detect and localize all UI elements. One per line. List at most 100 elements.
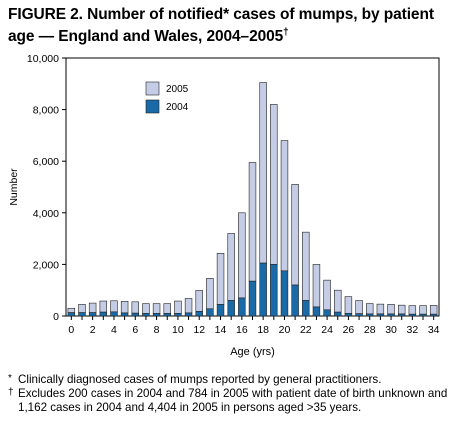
bar-2004	[238, 297, 246, 317]
bar-2004	[88, 312, 97, 317]
bar-2004	[131, 312, 139, 317]
bar-2005	[99, 300, 108, 313]
bar-2005	[366, 303, 374, 315]
bar-2004	[355, 313, 363, 317]
bar-2005	[174, 300, 182, 314]
bar-2004	[99, 311, 108, 317]
bar-2005	[206, 278, 214, 310]
bar-2004	[291, 284, 299, 317]
bar-2005	[120, 300, 129, 314]
bar-2005	[419, 305, 427, 315]
bar-2004	[323, 309, 331, 317]
bar-2004	[227, 300, 235, 317]
bar-2004	[334, 311, 342, 317]
x-tick-label: 10	[172, 324, 184, 336]
bar-2005	[376, 303, 385, 315]
bar-2004	[78, 312, 86, 317]
bar-2004	[376, 313, 385, 317]
bar-2004	[259, 262, 267, 317]
bar-2005	[88, 302, 97, 313]
y-tick-label: 4,000	[33, 208, 59, 220]
x-tick-label: 18	[257, 324, 269, 336]
bar-2004	[344, 313, 353, 317]
bar-2005	[163, 303, 171, 314]
x-tick-label: 26	[343, 324, 355, 336]
bar-2005	[344, 296, 353, 314]
bar-2004	[184, 312, 193, 317]
x-tick-label: 28	[364, 324, 376, 336]
footnote-2: † Excludes 200 cases in 2004 and 784 in …	[8, 387, 448, 415]
bar-2005	[291, 184, 299, 286]
y-tick-label: 10,000	[27, 53, 59, 65]
bar-2004	[387, 313, 395, 317]
x-tick-label: 8	[154, 324, 160, 336]
footnote-1-text: Clinically diagnosed cases of mumps repo…	[18, 373, 382, 386]
x-tick-label: 14	[215, 324, 227, 336]
bar-2004	[216, 304, 225, 317]
bar-2004	[174, 313, 182, 317]
chart-title: FIGURE 2. Number of notified* cases of m…	[8, 6, 444, 46]
footnote-1-mark: *	[8, 373, 12, 384]
bar-2005	[387, 304, 395, 315]
title-footnote-mark: †	[283, 27, 289, 38]
x-tick-label: 2	[90, 324, 96, 336]
legend-swatch-2004	[145, 99, 160, 114]
bar-2005	[429, 305, 438, 315]
bar-2005	[397, 304, 406, 315]
footnotes: * Clinically diagnosed cases of mumps re…	[8, 373, 448, 415]
bar-2004	[67, 312, 76, 317]
bar-2004	[312, 306, 321, 317]
x-tick-label: 20	[279, 324, 291, 336]
bar-2005	[334, 289, 342, 313]
bar-2005	[142, 303, 150, 314]
bar-2005	[110, 300, 118, 313]
x-tick-label: 30	[385, 324, 397, 336]
bar-2004	[163, 313, 171, 317]
bar-2004	[110, 311, 118, 317]
y-tick-label: 0	[53, 311, 59, 323]
y-tick-label: 2,000	[33, 259, 59, 271]
x-tick-label: 22	[300, 324, 312, 336]
x-tick-label: 4	[111, 324, 117, 336]
y-tick-label: 8,000	[33, 105, 59, 117]
bar-2004	[429, 313, 438, 317]
bar-2004	[248, 280, 257, 317]
bar-2005	[259, 82, 267, 264]
bar-2005	[280, 140, 289, 272]
x-tick-label: 16	[236, 324, 248, 336]
bar-2005	[312, 264, 321, 308]
x-tick-label: 34	[428, 324, 440, 336]
x-axis-label: Age (yrs)	[230, 346, 275, 358]
bar-2005	[323, 279, 331, 311]
bar-2004	[280, 270, 289, 317]
bar-2005	[195, 290, 203, 312]
bar-2005	[78, 304, 86, 313]
bar-2004	[419, 313, 427, 317]
bar-2004	[366, 313, 374, 317]
bar-2004	[152, 313, 161, 317]
bar-2005	[184, 298, 193, 314]
bar-2005	[270, 104, 278, 265]
bar-2005	[216, 253, 225, 305]
bar-2004	[142, 313, 150, 317]
footnote-1: * Clinically diagnosed cases of mumps re…	[8, 373, 448, 387]
bar-2004	[195, 311, 203, 317]
legend-label-2004: 2004	[166, 102, 189, 113]
bar-2005	[131, 301, 139, 314]
bar-2004	[397, 313, 406, 317]
bar-2004	[270, 264, 278, 317]
footnote-2-text: Excludes 200 cases in 2004 and 784 in 20…	[18, 387, 448, 414]
bar-2004	[408, 313, 417, 317]
legend-label-2005: 2005	[166, 84, 189, 95]
x-tick-label: 6	[132, 324, 138, 336]
bar-2005	[355, 300, 363, 314]
bar-2005	[302, 231, 310, 301]
bar-2005	[67, 307, 76, 313]
bar-2005	[152, 303, 161, 314]
bar-2005	[227, 233, 235, 301]
bar-2004	[302, 300, 310, 317]
mumps-age-chart: 0 2,000 4,000 6,000 8,000 10,000 Number 0 2 4 6 8 10…	[8, 53, 440, 358]
y-tick-label: 6,000	[33, 156, 59, 168]
y-axis-label: Number	[8, 168, 20, 206]
x-tick-label: 0	[68, 324, 74, 336]
